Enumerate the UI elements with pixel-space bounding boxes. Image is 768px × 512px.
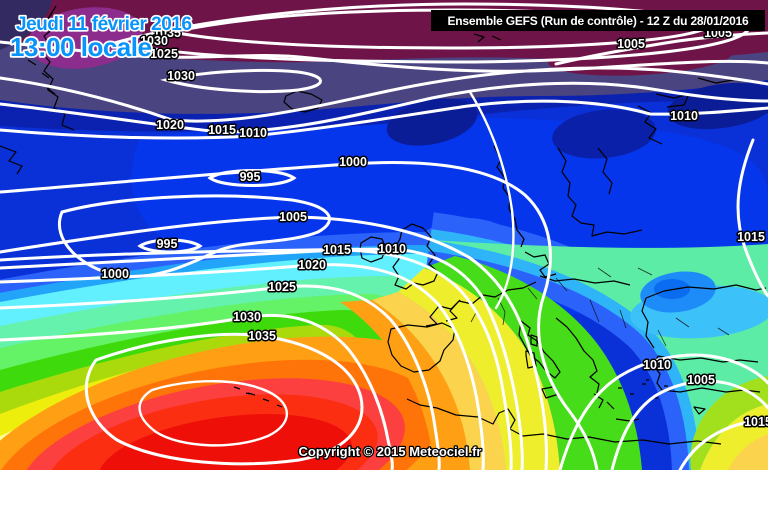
contour-label: 1015 xyxy=(737,230,765,244)
contour-label: 1020 xyxy=(298,258,326,272)
contour-label: 1020 xyxy=(156,118,184,132)
contour-label: 1005 xyxy=(687,373,715,387)
date-line1: Jeudi 11 février 2016 xyxy=(16,14,191,35)
contour-label: 1035 xyxy=(153,26,181,40)
contour-label: 1030 xyxy=(233,310,261,324)
contour-label: 1005 xyxy=(279,210,307,224)
contour-label: 995 xyxy=(157,237,178,251)
geopotential-field xyxy=(0,0,768,470)
model-title-text: Ensemble GEFS (Run de contrôle) - 12 Z d… xyxy=(447,14,749,28)
contour-label: 1035 xyxy=(248,329,276,343)
contour-label: 1025 xyxy=(150,47,178,61)
contour-label: 1010 xyxy=(378,242,406,256)
contour-label: 995 xyxy=(240,170,261,184)
contour-label: 1015 xyxy=(208,123,236,137)
forecast-map: 1035 1030 1025 1030 1020 1015 1010 1005 1005 1010… xyxy=(0,0,768,470)
contour-label: 1030 xyxy=(167,69,195,83)
contour-label: 1025 xyxy=(268,280,296,294)
contour-label: 1010 xyxy=(670,109,698,123)
contour-label: 1010 xyxy=(239,126,267,140)
legend-strip: Géop. Z500 & pression au sol (+ 336h) 49… xyxy=(0,470,768,512)
model-title-bar xyxy=(431,10,765,31)
contour-label: 1015 xyxy=(744,415,768,429)
contour-label: 1010 xyxy=(643,358,671,372)
contour-label: 1000 xyxy=(339,155,367,169)
copyright-text: Copyright © 2015 Meteociel.fr xyxy=(299,444,482,459)
map-overlays: Jeudi 11 février 2016 13:00 locale Ensem… xyxy=(8,10,765,460)
contour-label: 1030 xyxy=(140,34,168,48)
contour-label: 1000 xyxy=(101,267,129,281)
date-line2: 13:00 locale xyxy=(10,32,151,62)
contour-label: 1015 xyxy=(323,243,351,257)
contour-label: 1005 xyxy=(617,37,645,51)
pressure-contours xyxy=(0,2,768,470)
